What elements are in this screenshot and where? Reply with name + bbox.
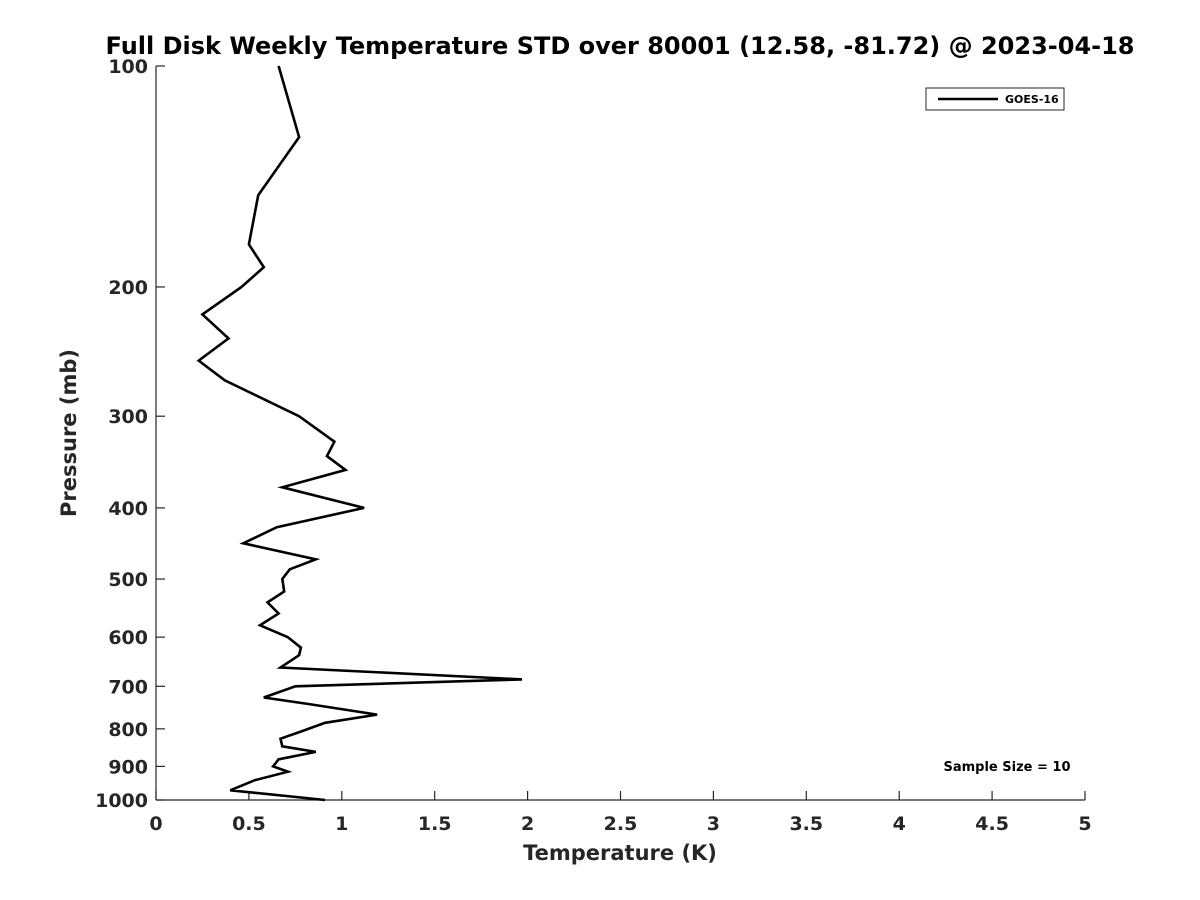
y-tick-label: 700 <box>108 676 148 698</box>
y-tick-label: 1000 <box>95 790 148 812</box>
x-tick-label: 4.5 <box>975 813 1009 835</box>
y-tick-label: 500 <box>108 569 148 591</box>
series-layer <box>196 65 523 802</box>
series-line-goes-16 <box>196 65 523 802</box>
y-tick-label: 800 <box>108 719 148 741</box>
x-tick-label: 3.5 <box>789 813 823 835</box>
x-tick-label: 2 <box>521 813 534 835</box>
y-axis-label: Pressure (mb) <box>57 349 81 517</box>
x-tick-label: 5 <box>1078 813 1091 835</box>
x-tick-label: 4 <box>893 813 906 835</box>
y-tick-label: 900 <box>108 756 148 778</box>
y-tick-label: 200 <box>108 277 148 299</box>
legend: GOES-16 <box>925 87 1065 111</box>
y-tick-label: 600 <box>108 627 148 649</box>
x-tick-label: 0.5 <box>232 813 266 835</box>
y-tick-label: 400 <box>108 498 148 520</box>
chart-title: Full Disk Weekly Temperature STD over 80… <box>106 32 1135 60</box>
x-tick-label: 1 <box>335 813 348 835</box>
ticks: 0 0.5 1 1.5 2 2.5 3 3.5 4 4.5 5 100 200 300 400 500 600 7… <box>95 56 1092 835</box>
x-tick-label: 0 <box>149 813 162 835</box>
x-tick-label: 1.5 <box>418 813 452 835</box>
legend-label-goes-16: GOES-16 <box>1005 93 1059 106</box>
x-tick-label: 3 <box>707 813 720 835</box>
y-tick-label: 300 <box>108 406 148 428</box>
y-tick-label: 100 <box>108 56 148 78</box>
x-axis-label: Temperature (K) <box>523 841 717 865</box>
sample-size-annotation: Sample Size = 10 <box>943 760 1070 775</box>
x-tick-label: 2.5 <box>604 813 638 835</box>
